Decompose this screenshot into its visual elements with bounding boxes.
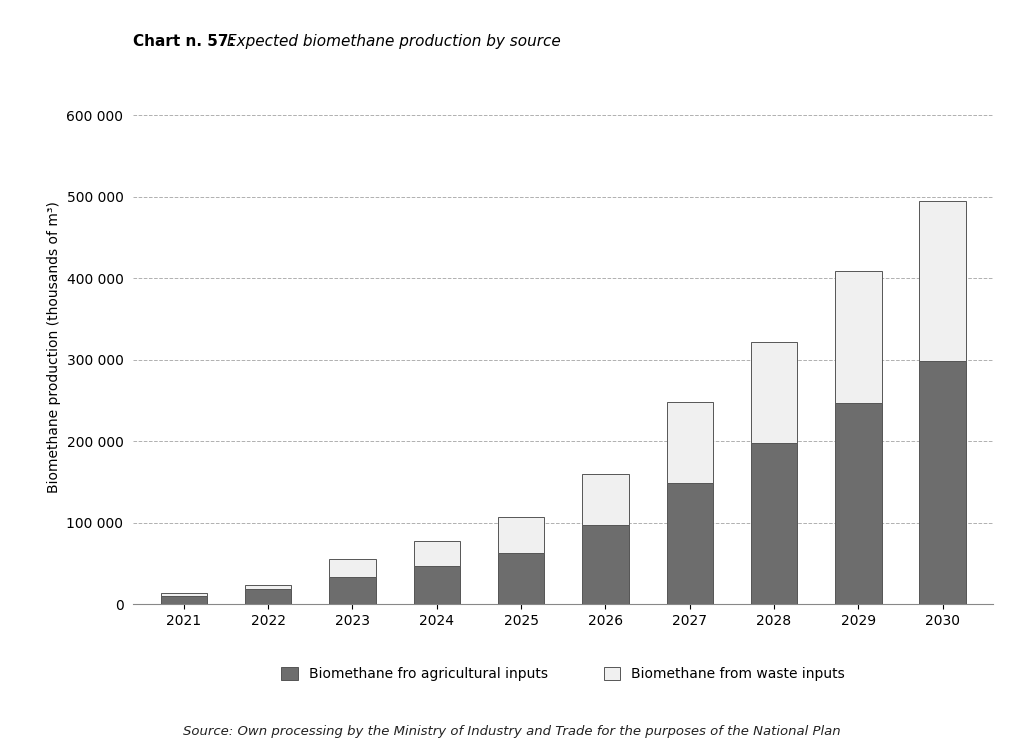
Bar (667, 402, 713, 483)
Text: Source: Own processing by the Ministry of Industry and Trade for the purposes of: Source: Own processing by the Ministry o… (183, 726, 841, 738)
Bar (836, 402, 882, 604)
Bar (498, 553, 544, 604)
Text: Chart n. 57:: Chart n. 57: (133, 34, 240, 49)
Y-axis label: Biomethane production (thousands of m³): Biomethane production (thousands of m³) (47, 202, 60, 493)
Bar (414, 565, 460, 604)
Bar (751, 443, 798, 604)
Bar (583, 474, 629, 525)
Bar (920, 201, 966, 361)
Bar (329, 559, 376, 577)
Bar (583, 525, 629, 604)
Bar (245, 590, 291, 604)
Bar (161, 593, 207, 596)
Legend: Biomethane fro agricultural inputs, Biomethane from waste inputs: Biomethane fro agricultural inputs, Biom… (282, 667, 845, 682)
Bar (751, 341, 798, 443)
Bar (329, 577, 376, 604)
Bar (667, 483, 713, 604)
Text: Expected biomethane production by source: Expected biomethane production by source (227, 34, 561, 49)
Bar (245, 585, 291, 590)
Bar (414, 541, 460, 565)
Bar (161, 596, 207, 604)
Bar (920, 361, 966, 604)
Bar (836, 271, 882, 402)
Bar (498, 517, 544, 553)
